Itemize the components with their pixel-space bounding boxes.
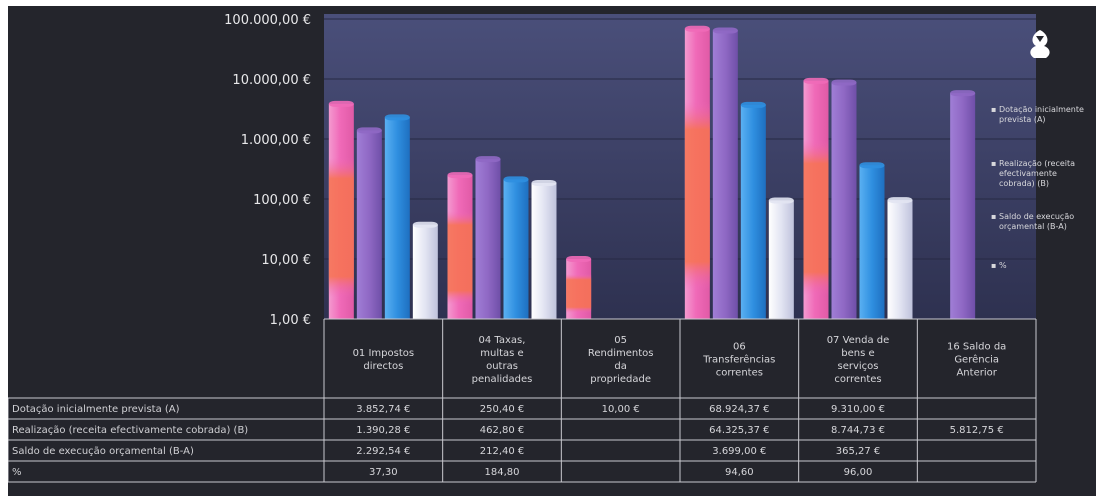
bar-cap — [566, 256, 592, 262]
table-cell: 68.924,37 € — [709, 404, 769, 415]
bar-highlight — [328, 157, 354, 298]
bar — [384, 117, 410, 319]
category-label: 07 Venda de bens e serviços correntes — [827, 335, 890, 385]
category-label: 05 Rendimentos da propriedade — [588, 335, 654, 385]
category-label: 01 Impostos directos — [353, 348, 415, 372]
bar-cap — [531, 179, 557, 186]
table-cell: 2.292,54 € — [356, 446, 410, 457]
bar — [740, 104, 766, 319]
y-tick-label: 1.000,00 € — [241, 133, 311, 148]
table-cell: 9.310,00 € — [831, 404, 885, 415]
bar — [859, 165, 885, 319]
table-cell: 3.699,00 € — [712, 446, 766, 457]
legend-marker-2: ▪ — [991, 159, 996, 168]
bar-cap — [503, 176, 529, 183]
table-cell: 365,27 € — [836, 446, 881, 457]
bar — [831, 82, 857, 320]
table-cell: 184,80 — [485, 467, 520, 478]
bar-cap — [859, 162, 885, 169]
bar — [712, 30, 738, 319]
table-cell: 8.744,73 € — [831, 425, 885, 436]
bar-cap — [356, 127, 382, 134]
table-cell: 10,00 € — [602, 404, 640, 415]
bar-cap — [328, 100, 354, 107]
legend-marker-3: ▪ — [991, 212, 996, 221]
bar-highlight — [566, 274, 592, 313]
y-axis-ticks: 100.000,00 € 10.000,00 € 1.000,00 € 100,00 … — [224, 13, 311, 328]
legend-item-2: Realização (receita efectivamente cobrad… — [999, 159, 1078, 188]
bar-cap — [768, 197, 794, 204]
bar-cap — [447, 172, 473, 179]
category-label: 16 Saldo da Gerência Anterior — [947, 342, 1006, 379]
bar — [531, 182, 557, 319]
bar — [950, 93, 976, 319]
legend: ▪ Dotação inicialmente prevista (A) ▪ Re… — [991, 105, 1086, 270]
table-row-label: Realização (receita efectivamente cobrad… — [12, 425, 248, 436]
data-table: 01 Impostos directos 04 Taxas, multas e outr… — [8, 318, 1037, 483]
legend-item-2-line-2: efectivamente — [999, 169, 1057, 178]
bars — [328, 25, 976, 320]
bar — [768, 200, 794, 319]
table-cell: 96,00 — [844, 467, 873, 478]
table-row-label: Dotação inicialmente prevista (A) — [12, 404, 180, 415]
chart: 100.000,00 € 10.000,00 € 1.000,00 € 100,00 … — [8, 13, 1086, 483]
table-cell: 94,60 — [725, 467, 754, 478]
bar-highlight — [447, 211, 473, 305]
bar-cap — [475, 156, 501, 163]
bar-cap — [950, 90, 976, 97]
bar-cap — [831, 79, 857, 86]
bar-cap — [712, 27, 738, 34]
legend-item-2-line-3: cobrada) (B) — [999, 179, 1049, 188]
legend-marker-1: ▪ — [991, 105, 996, 114]
y-tick-label: 1,00 € — [270, 313, 311, 328]
legend-item-2-line-1: Realização (receita — [999, 159, 1075, 168]
plot-background — [324, 14, 1036, 319]
y-tick-label: 100,00 € — [253, 193, 311, 208]
table-row-label: Saldo de execução orçamental (B-A) — [12, 446, 194, 457]
table-cell: 3.852,74 € — [356, 404, 410, 415]
table-cell: 64.325,37 € — [709, 425, 769, 436]
bar-cap — [412, 221, 438, 228]
legend-item-3-line-1: Saldo de execução — [999, 212, 1074, 221]
table-cell: 212,40 € — [480, 446, 525, 457]
legend-item-1: Dotação inicialmente prevista (A) — [999, 105, 1086, 124]
bar — [412, 224, 438, 319]
bar-cap — [684, 25, 710, 32]
category-label: 06 Transferências correntes — [702, 342, 775, 379]
bar — [887, 200, 913, 319]
table-cell: 250,40 € — [480, 404, 525, 415]
legend-marker-4: ▪ — [991, 261, 996, 270]
table-row-label: % — [12, 467, 22, 478]
y-tick-label: 100.000,00 € — [224, 13, 311, 28]
category-label: 04 Taxas, multas e outras penalidades — [472, 335, 533, 385]
y-tick-label: 10,00 € — [261, 253, 311, 268]
bar-highlight — [803, 140, 829, 296]
legend-item-1-line-2: prevista (A) — [999, 115, 1046, 124]
legend-item-3-line-2: orçamental (B-A) — [999, 222, 1067, 231]
bar — [475, 159, 501, 319]
bar-cap — [384, 114, 410, 121]
table-cell: 462,80 € — [480, 425, 525, 436]
bar-cap — [740, 101, 766, 108]
bar — [356, 130, 382, 319]
bar-highlight — [684, 101, 710, 290]
legend-item-4: % — [999, 261, 1007, 270]
table-cell: 5.812,75 € — [950, 425, 1004, 436]
chart-frame: 100.000,00 € 10.000,00 € 1.000,00 € 100,00 … — [8, 6, 1096, 496]
bar-cap — [803, 77, 829, 84]
legend-item-3: Saldo de execução orçamental (B-A) — [999, 212, 1077, 231]
table-cell: 1.390,28 € — [356, 425, 410, 436]
bar — [503, 179, 529, 319]
logo-icon — [1030, 30, 1050, 58]
legend-item-1-line-1: Dotação inicialmente — [999, 105, 1084, 114]
bar-cap — [887, 197, 913, 204]
table-cell: 37,30 — [369, 467, 398, 478]
y-tick-label: 10.000,00 € — [232, 73, 311, 88]
